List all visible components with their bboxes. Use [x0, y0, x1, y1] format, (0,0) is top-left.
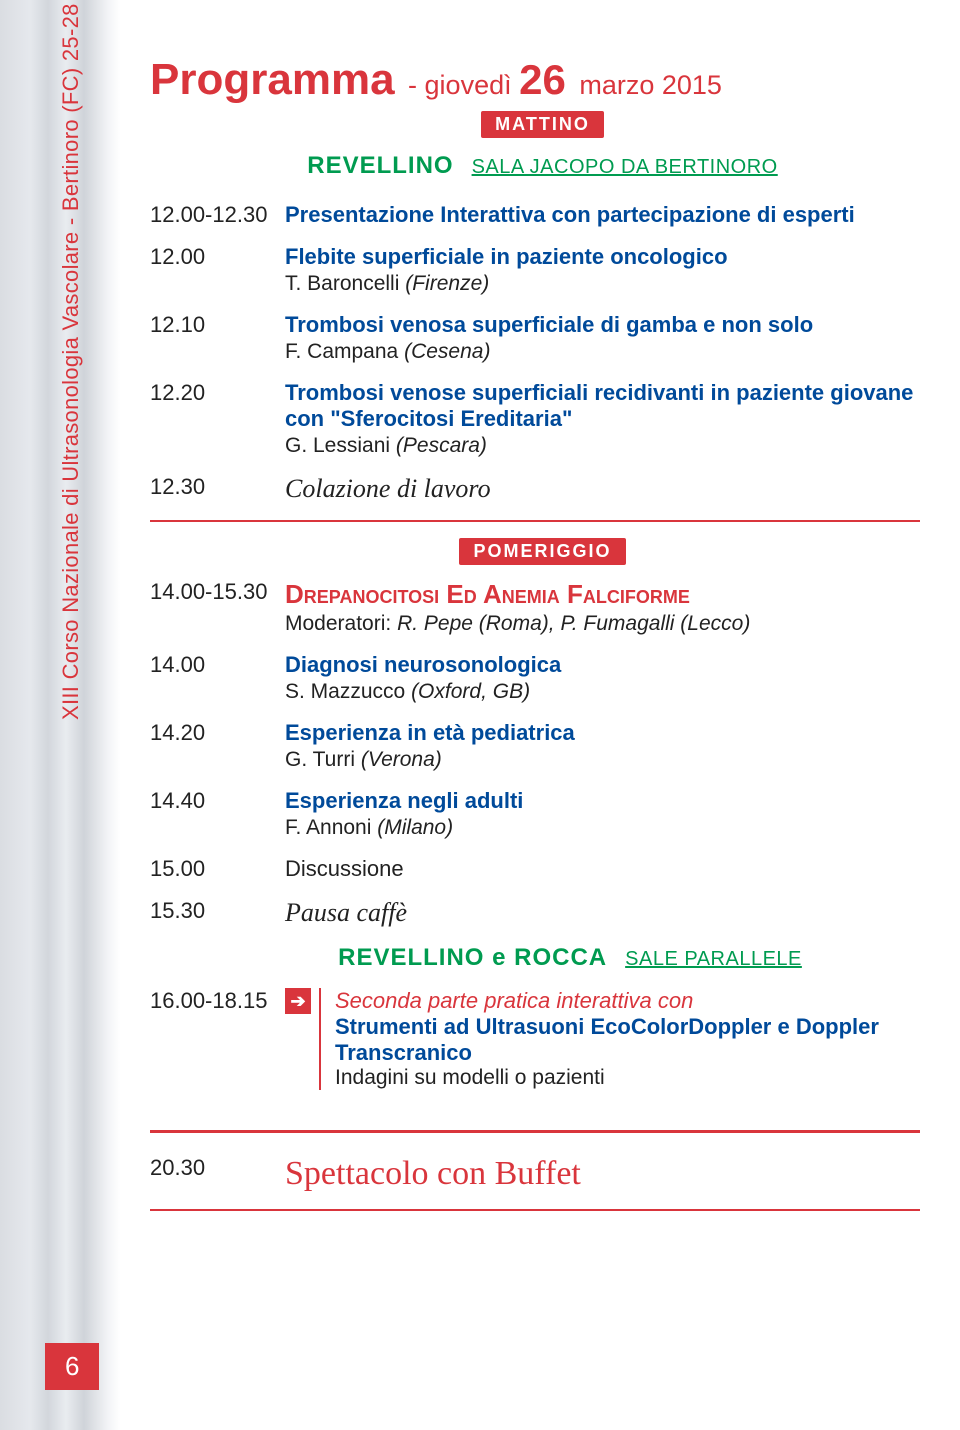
time-label: 14.00-15.30: [150, 579, 285, 636]
time-label: 12.20: [150, 380, 285, 458]
time-label: 12.30: [150, 474, 285, 504]
break-label: Pausa caffè: [285, 898, 407, 927]
time-label: 12.00: [150, 244, 285, 296]
presenter: S. Mazzucco (Oxford, GB): [285, 680, 920, 704]
evening-event: 20.30 Spettacolo con Buffet: [150, 1155, 920, 1193]
topic: Trombosi venose superficiali recidivanti…: [285, 380, 920, 432]
practical-note: Indagini su modelli o pazienti: [335, 1066, 920, 1090]
topic: Esperienza negli adulti: [285, 788, 920, 814]
badge-morning: MATTINO: [481, 111, 604, 138]
main-content: Programma - giovedì 26 marzo 2015 MATTIN…: [150, 55, 920, 1227]
topic: Flebite superficiale in paziente oncolog…: [285, 244, 920, 270]
schedule-item: 12.00-12.30 Presentazione Interattiva co…: [150, 202, 920, 228]
time-label: 12.00-12.30: [150, 202, 285, 228]
practical-intro: Seconda parte pratica interattiva con: [335, 988, 920, 1014]
divider: [150, 520, 920, 522]
session-title: Drepanocitosi Ed Anemia Falciforme: [285, 579, 920, 610]
practical-topic: Strumenti ad Ultrasuoni EcoColorDoppler …: [335, 1014, 920, 1066]
session-header: 14.00-15.30 Drepanocitosi Ed Anemia Falc…: [150, 579, 920, 636]
time-label: 14.00: [150, 652, 285, 704]
practical-session: 16.00-18.15 ➔ Seconda parte pratica inte…: [150, 988, 920, 1090]
time-label: 15.00: [150, 856, 285, 882]
presenter: G. Turri (Verona): [285, 748, 920, 772]
room-name: REVELLINO: [307, 152, 453, 179]
schedule-item: 12.00 Flebite superficiale in paziente o…: [150, 244, 920, 296]
divider: [150, 1130, 920, 1133]
schedule-item: 12.20 Trombosi venose superficiali recid…: [150, 380, 920, 458]
time-label: 14.20: [150, 720, 285, 772]
title-day-number: 26: [519, 56, 566, 103]
topic: Presentazione Interattiva con partecipaz…: [285, 202, 855, 227]
room-header-morning: REVELLINO SALA JACOPO DA BERTINORO: [260, 152, 825, 180]
event-label: Spettacolo con Buffet: [285, 1155, 581, 1192]
room-header-parallel: REVELLINO e ROCCA SALE PARALLELE: [240, 944, 900, 972]
presenter: F. Campana (Cesena): [285, 340, 920, 364]
title-programma: Programma: [150, 55, 395, 104]
time-label: 20.30: [150, 1155, 285, 1193]
topic: Diagnosi neurosonologica: [285, 652, 920, 678]
topic: Esperienza in età pediatrica: [285, 720, 920, 746]
page-number: 6: [45, 1343, 99, 1390]
schedule-item: 15.30 Pausa caffè: [150, 898, 920, 928]
badge-afternoon: POMERIGGIO: [459, 538, 625, 565]
schedule-item: 15.00 Discussione: [150, 856, 920, 882]
schedule-item: 14.20 Esperienza in età pediatrica G. Tu…: [150, 720, 920, 772]
moderators: Moderatori: R. Pepe (Roma), P. Fumagalli…: [285, 612, 920, 636]
practical-details: Seconda parte pratica interattiva con St…: [319, 988, 920, 1090]
schedule-item: 12.30 Colazione di lavoro: [150, 474, 920, 504]
break-label: Colazione di lavoro: [285, 474, 491, 503]
time-label: 12.10: [150, 312, 285, 364]
presenter: T. Baroncelli (Firenze): [285, 272, 920, 296]
page-title: Programma - giovedì 26 marzo 2015: [150, 55, 920, 105]
presenter: G. Lessiani (Pescara): [285, 434, 920, 458]
schedule-item: 12.10 Trombosi venosa superficiale di ga…: [150, 312, 920, 364]
room-hall: SALA JACOPO DA BERTINORO: [472, 156, 778, 178]
arrow-icon: ➔: [285, 988, 311, 1014]
room-hall: SALE PARALLELE: [625, 948, 802, 970]
title-date-suffix: marzo 2015: [572, 70, 722, 100]
room-name: REVELLINO e ROCCA: [338, 944, 607, 971]
schedule-item: 14.40 Esperienza negli adulti F. Annoni …: [150, 788, 920, 840]
presenter: F. Annoni (Milano): [285, 816, 920, 840]
time-label: 14.40: [150, 788, 285, 840]
schedule-item: 14.00 Diagnosi neurosonologica S. Mazzuc…: [150, 652, 920, 704]
topic: Discussione: [285, 856, 404, 881]
time-label: 16.00-18.15: [150, 988, 285, 1090]
topic: Trombosi venosa superficiale di gamba e …: [285, 312, 920, 338]
title-date-prefix: - giovedì: [401, 70, 520, 100]
sidebar-course-title: XIII Corso Nazionale di Ultrasonologia V…: [58, 0, 84, 720]
divider: [150, 1209, 920, 1211]
time-label: 15.30: [150, 898, 285, 928]
